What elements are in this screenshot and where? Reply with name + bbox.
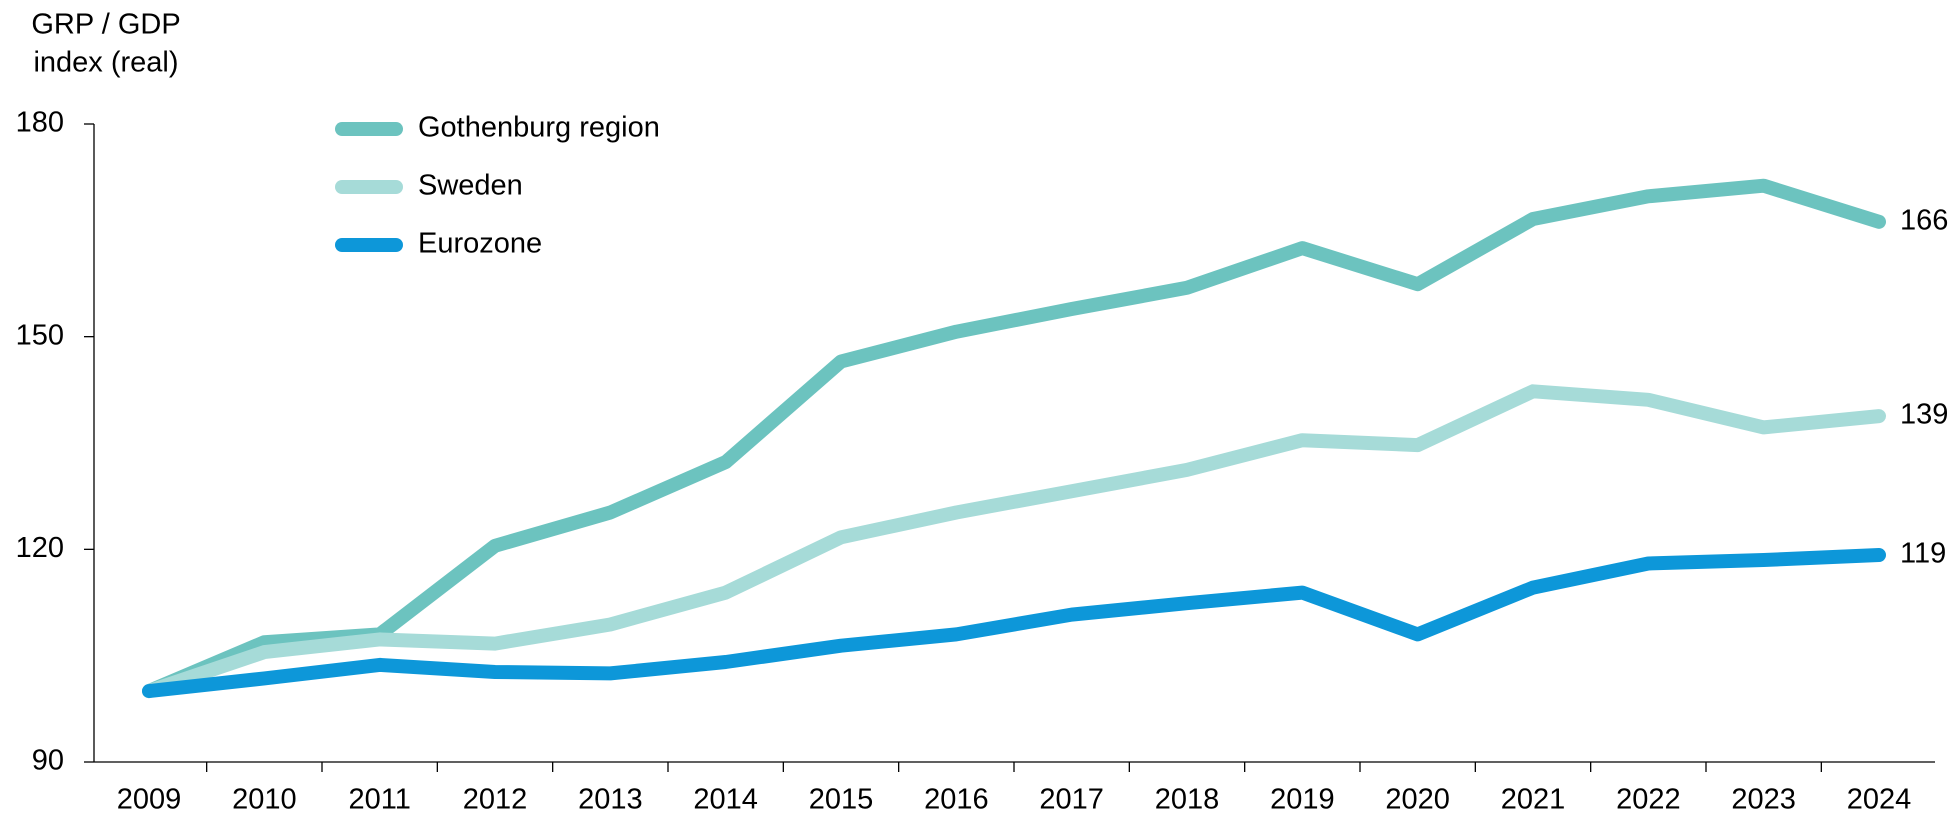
x-tick-label: 2013 [578, 784, 643, 816]
y-axis-label: GRP / GDP [31, 9, 180, 41]
y-tick-label: 90 [32, 745, 64, 777]
x-tick-label: 2021 [1501, 784, 1566, 816]
y-axis-label: index (real) [33, 47, 178, 79]
y-tick-label: 150 [16, 319, 64, 351]
x-tick-label: 2017 [1039, 784, 1104, 816]
y-tick-label: 180 [16, 107, 64, 139]
series-line [142, 548, 1886, 699]
y-tick-label: 120 [16, 532, 64, 564]
data-label: 119 [1900, 538, 1946, 570]
x-tick-label: 2015 [809, 784, 874, 816]
x-tick-label: 2023 [1731, 784, 1796, 816]
series-line [142, 384, 1886, 699]
x-tick-label: 2016 [924, 784, 989, 816]
legend-label: Eurozone [418, 228, 542, 260]
legend-label: Sweden [418, 170, 523, 202]
x-tick-label: 2018 [1155, 784, 1220, 816]
x-tick-label: 2009 [117, 784, 182, 816]
series-line [142, 178, 1886, 699]
x-tick-label: 2012 [463, 784, 528, 816]
x-tick-label: 2024 [1847, 784, 1912, 816]
x-tick-label: 2014 [693, 784, 758, 816]
data-label: 139 [1900, 399, 1948, 431]
x-tick-label: 2019 [1270, 784, 1335, 816]
data-label: 166 [1900, 204, 1948, 236]
x-tick-label: 2022 [1616, 784, 1681, 816]
x-tick-label: 2020 [1385, 784, 1450, 816]
x-tick-label: 2010 [232, 784, 297, 816]
x-tick-label: 2011 [348, 784, 410, 816]
legend-label: Gothenburg region [418, 112, 660, 144]
